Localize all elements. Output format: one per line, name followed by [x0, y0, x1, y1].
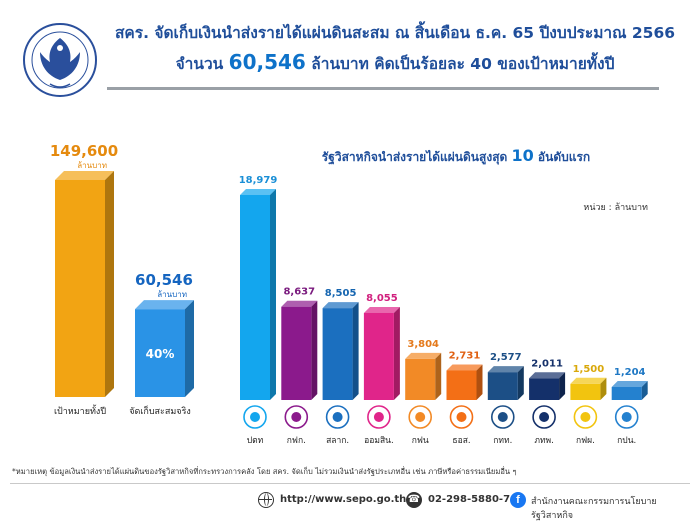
glo-logo-icon-mark — [332, 412, 343, 422]
port-logo-icon-mark — [497, 412, 508, 422]
soe-bar-1-side — [270, 189, 276, 400]
summary-category-label: จัดเก็บสะสมจริง — [129, 404, 191, 417]
soe-value-label: 3,804 — [407, 339, 439, 350]
soe-bar-4-side — [393, 306, 400, 400]
aot-logo-icon-mark — [539, 412, 550, 422]
soe-bar-4 — [363, 312, 394, 400]
subtitle-amount: 60,546 — [228, 50, 306, 74]
soe-bar-6-side — [476, 364, 483, 400]
soe-bar-1-top — [240, 189, 276, 195]
mea-logo-icon-mark — [415, 412, 426, 422]
soe-bar-10-side — [641, 380, 648, 400]
page-subtitle: จำนวน 60,546 ล้านบาท คิดเป็นร้อยละ 40 ขอ… — [110, 50, 680, 76]
summary-value-label: 60,546 — [135, 271, 193, 289]
footer-divider — [10, 483, 690, 484]
soe-bar-9-side — [600, 377, 607, 400]
soe-bar-7 — [487, 372, 518, 400]
soe-bar-9-top — [570, 377, 607, 384]
soe-value-label: 1,500 — [573, 364, 605, 375]
unit-note: หน่วย : ล้านบาท — [583, 202, 648, 213]
header-divider — [107, 87, 659, 90]
top10-chart-title: รัฐวิสาหกิจนำส่งรายได้แผ่นดินสูงสุด 10 อ… — [322, 146, 590, 165]
mwa-logo-icon-mark — [621, 412, 632, 422]
website-link[interactable]: http://www.sepo.go.th — [280, 494, 407, 505]
subtitle-prefix: จำนวน — [175, 55, 224, 73]
soe-bar-10-top — [611, 380, 648, 387]
facebook-icon: f — [510, 492, 526, 508]
phone-icon: ☎ — [406, 492, 422, 508]
soe-bar-5-side — [435, 352, 442, 400]
percent-achieved-label: 40% — [146, 347, 175, 361]
globe-icon — [258, 492, 274, 508]
soe-bar-2-side — [311, 300, 318, 400]
soe-bar-3 — [322, 308, 353, 400]
phone-number: 02-298-5880-7 — [428, 494, 511, 505]
soe-bar-9 — [570, 383, 601, 400]
summary-bar-1-top — [55, 171, 114, 180]
soe-bar-5-top — [405, 352, 442, 359]
fio-logo-icon-mark — [291, 412, 302, 422]
top10-title-number: 10 — [511, 146, 533, 165]
soe-bar-3-top — [322, 302, 359, 309]
soe-value-label: 2,577 — [490, 352, 522, 363]
soe-bar-6 — [446, 370, 477, 400]
soe-bar-3-side — [352, 302, 359, 400]
soe-bar-7-top — [487, 366, 524, 373]
summary-unit-label: ล้านบาท — [77, 161, 107, 170]
page-title: สคร. จัดเก็บเงินนำส่งรายได้แผ่นดินสะสม ณ… — [114, 24, 676, 42]
soe-value-label: 2,011 — [531, 358, 563, 369]
summary-bar-1 — [55, 180, 105, 397]
top10-title-suffix: อันดับแรก — [534, 150, 590, 164]
soe-category-label: ธอส. — [452, 436, 470, 446]
soe-category-label: สลาก. — [326, 436, 349, 446]
soe-value-label: 18,979 — [239, 175, 278, 186]
soe-category-label: กปน. — [617, 436, 636, 446]
soe-bar-8-side — [559, 372, 566, 400]
sepo-logo — [23, 23, 97, 97]
soe-bar-4-top — [363, 306, 400, 313]
soe-bar-8-top — [529, 372, 566, 379]
soe-bar-5 — [405, 358, 436, 400]
soe-category-label: ปตท — [247, 436, 264, 446]
soe-value-label: 1,204 — [614, 367, 646, 378]
summary-bar-1-side — [105, 171, 114, 397]
soe-value-label: 2,731 — [449, 351, 481, 362]
ptt-logo-icon-mark — [250, 412, 260, 422]
soe-bar-2-top — [281, 300, 318, 307]
summary-bar-2-side — [185, 300, 194, 397]
soe-category-label: ออมสิน. — [364, 436, 394, 446]
summary-category-label: เป้าหมายทั้งปี — [54, 404, 106, 417]
egat-logo-icon-mark — [580, 412, 591, 422]
soe-bar-2 — [281, 306, 312, 400]
soe-bar-8 — [529, 378, 560, 400]
soe-category-label: กฟก. — [287, 436, 306, 446]
summary-bar-2 — [135, 309, 185, 397]
top10-title-prefix: รัฐวิสาหกิจนำส่งรายได้แผ่นดินสูงสุด — [322, 149, 512, 165]
gsb-logo-icon-mark — [373, 412, 384, 422]
soe-bar-10 — [611, 386, 642, 400]
soe-bar-1 — [240, 195, 270, 400]
soe-value-label: 8,637 — [283, 287, 315, 298]
summary-unit-label: ล้านบาท — [157, 290, 187, 299]
footnote: *หมายเหตุ ข้อมูลเงินนำส่งรายได้แผ่นดินขอ… — [12, 467, 517, 476]
soe-category-label: กฟผ. — [576, 436, 595, 446]
soe-bar-6-top — [446, 364, 483, 371]
summary-bar-2-top — [135, 300, 194, 310]
soe-category-label: ภทพ. — [534, 436, 554, 446]
soe-bar-7-side — [517, 366, 524, 400]
summary-value-label: 149,600 — [50, 142, 118, 160]
facebook-page-link[interactable]: สำนักงานคณะกรรมการนโยบายรัฐวิสาหกิจ — [531, 497, 657, 521]
soe-category-label: กทท. — [493, 436, 512, 446]
subtitle-suffix: ล้านบาท คิดเป็นร้อยละ 40 ของเป้าหมายทั้ง… — [311, 55, 615, 73]
ghb-logo-icon-mark — [456, 412, 467, 422]
soe-category-label: กฟน — [412, 436, 429, 446]
soe-value-label: 8,055 — [366, 293, 398, 304]
soe-value-label: 8,505 — [325, 288, 357, 299]
